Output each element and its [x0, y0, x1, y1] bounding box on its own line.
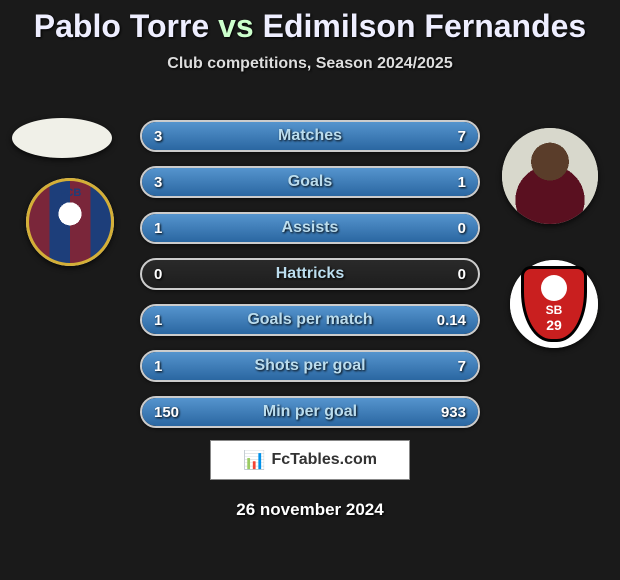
player2-avatar	[502, 128, 598, 224]
stats-panel: 3Matches73Goals11Assists00Hattricks01Goa…	[140, 120, 480, 442]
vs-label: vs	[218, 8, 254, 44]
player1-avatar	[12, 118, 112, 158]
stat-right-value: 7	[458, 352, 466, 380]
stat-right-value: 933	[441, 398, 466, 426]
date-label: 26 november 2024	[0, 500, 620, 520]
stat-row: 1Assists0	[140, 212, 480, 244]
logo-text: FcTables.com	[271, 451, 377, 469]
player1-name: Pablo Torre	[34, 8, 209, 44]
brest-badge-icon: SB 29	[510, 260, 598, 348]
player1-club-badge	[26, 178, 114, 266]
barcelona-badge-icon	[26, 178, 114, 266]
fctables-logo[interactable]: 📊 FcTables.com	[210, 440, 410, 480]
stat-right-value: 0	[458, 214, 466, 242]
subtitle: Club competitions, Season 2024/2025	[0, 55, 620, 73]
stat-label: Matches	[142, 122, 478, 150]
stat-right-value: 0.14	[437, 306, 466, 334]
player2-name: Edimilson Fernandes	[263, 8, 587, 44]
chart-icon: 📊	[243, 450, 265, 471]
stat-label: Min per goal	[142, 398, 478, 426]
stat-row: 1Goals per match0.14	[140, 304, 480, 336]
club2-num: 29	[546, 317, 562, 333]
stat-right-value: 0	[458, 260, 466, 288]
comparison-title: Pablo Torre vs Edimilson Fernandes	[0, 0, 620, 45]
player2-photo-icon	[502, 128, 598, 224]
player2-club-badge: SB 29	[510, 260, 598, 348]
stat-row: 0Hattricks0	[140, 258, 480, 290]
stat-label: Assists	[142, 214, 478, 242]
stat-label: Shots per goal	[142, 352, 478, 380]
stat-row: 1Shots per goal7	[140, 350, 480, 382]
stat-label: Goals	[142, 168, 478, 196]
club2-code: SB	[546, 303, 563, 317]
stat-label: Hattricks	[142, 260, 478, 288]
stat-label: Goals per match	[142, 306, 478, 334]
stat-right-value: 1	[458, 168, 466, 196]
stat-right-value: 7	[458, 122, 466, 150]
stat-row: 3Goals1	[140, 166, 480, 198]
stat-row: 3Matches7	[140, 120, 480, 152]
stat-row: 150Min per goal933	[140, 396, 480, 428]
